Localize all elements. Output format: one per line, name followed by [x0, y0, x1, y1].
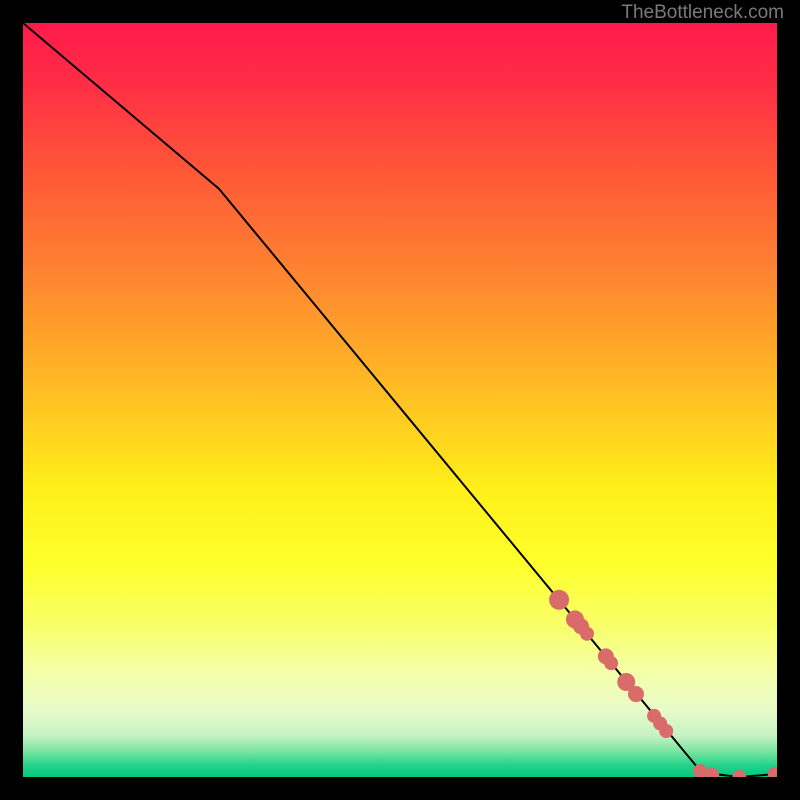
scatter-point [549, 590, 569, 610]
watermark-text: TheBottleneck.com [621, 2, 784, 24]
scatter-point [580, 627, 594, 641]
scatter-point [604, 656, 618, 670]
scatter-point [628, 686, 644, 702]
scatter-point [659, 724, 673, 738]
plot-area [23, 23, 777, 777]
plot-svg [23, 23, 777, 777]
chart-frame: TheBottleneck.com [0, 0, 800, 800]
plot-background [23, 23, 777, 777]
